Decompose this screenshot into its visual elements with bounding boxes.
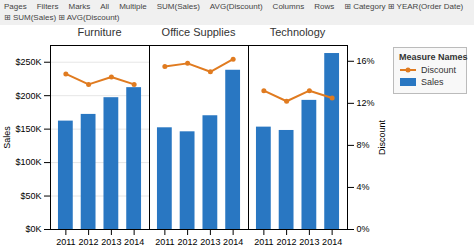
svg-text:2013: 2013 [299, 237, 319, 247]
svg-text:2011: 2011 [56, 237, 75, 247]
html-text:Multiple: Multiple [119, 2, 147, 11]
html-text:Furniture: Furniture [77, 26, 122, 38]
html-text:Measure Names: Measure Names [399, 52, 468, 62]
html-text:Rows: Rows [314, 2, 335, 11]
html-text:Columns: Columns [272, 2, 305, 11]
svg-text:$0K: $0K [25, 224, 41, 234]
svg-text:8%: 8% [357, 140, 370, 150]
svg-text:12%: 12% [357, 98, 375, 108]
svg-text:2011: 2011 [155, 237, 174, 247]
html-text:⊞ SUM(Sales) ⊞ AVG(Discount): ⊞ SUM(Sales) ⊞ AVG(Discount) [4, 13, 120, 22]
svg-text:2014: 2014 [223, 237, 243, 247]
svg-text:4%: 4% [357, 182, 370, 192]
svg-text:$150K: $150K [15, 124, 41, 134]
svg-text:$250K: $250K [15, 57, 41, 67]
html-text:Marks: Marks [68, 2, 91, 11]
svg-text:Discount: Discount [377, 119, 387, 155]
html-text:Technology: Technology [269, 26, 326, 38]
html-text:AVG(Discount): AVG(Discount) [209, 2, 263, 11]
svg-text:$200K: $200K [15, 91, 41, 101]
html-text:Pages: Pages [4, 2, 27, 11]
html-text:SUM(Sales): SUM(Sales) [156, 2, 200, 11]
svg-text:2014: 2014 [124, 237, 144, 247]
html-text:Discount: Discount [421, 65, 456, 75]
svg-text:0%: 0% [357, 224, 370, 234]
html-text:Filters: Filters [36, 2, 59, 11]
svg-text:2011: 2011 [254, 237, 273, 247]
svg-text:2013: 2013 [101, 237, 121, 247]
html-text:Office Supplies: Office Supplies [161, 26, 236, 38]
svg-text:$50K: $50K [20, 191, 41, 201]
svg-text:Sales: Sales [2, 126, 12, 149]
svg-text:2012: 2012 [178, 237, 198, 247]
svg-text:2012: 2012 [277, 237, 297, 247]
html-text:⊞ Category ⊞ YEAR(Order Date): ⊞ Category ⊞ YEAR(Order Date) [344, 2, 464, 11]
html-text:All: All [100, 2, 110, 11]
svg-text:2013: 2013 [200, 237, 220, 247]
html-text:Sales: Sales [421, 77, 444, 87]
svg-text:2012: 2012 [79, 237, 99, 247]
svg-text:2014: 2014 [322, 237, 342, 247]
svg-text:$100K: $100K [15, 157, 41, 167]
svg-text:16%: 16% [357, 56, 375, 66]
